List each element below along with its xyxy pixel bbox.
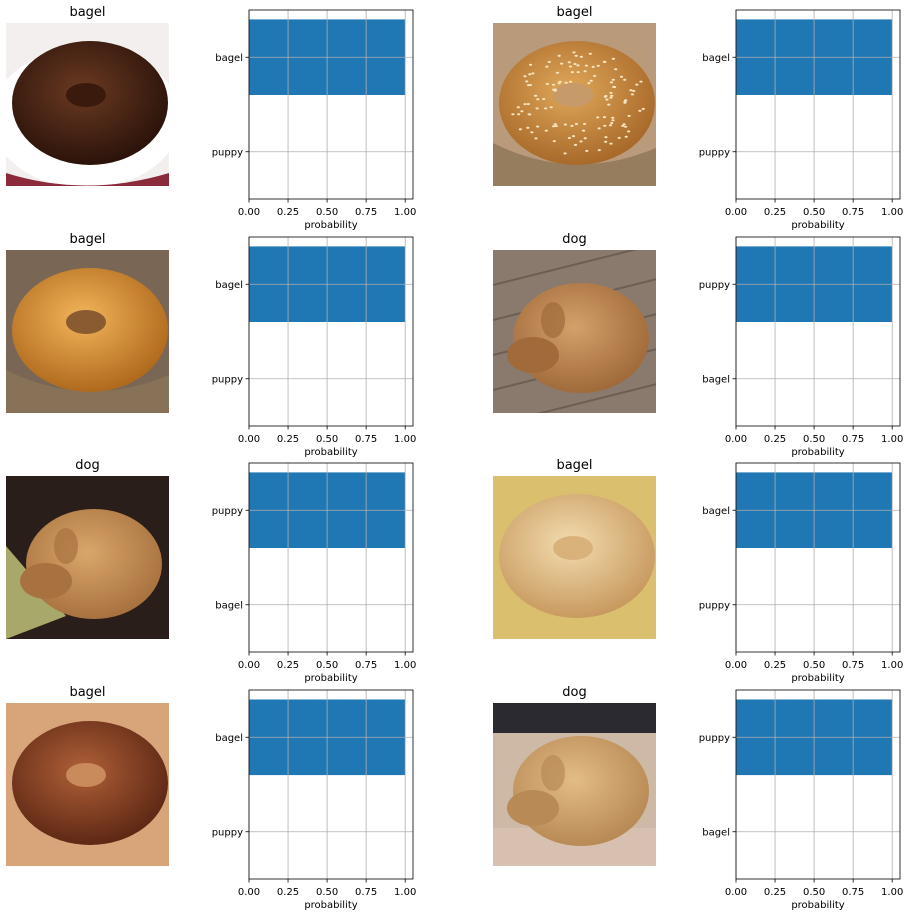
x-tick-label: 0.25 [277, 434, 299, 445]
x-axis-label: probability [304, 220, 357, 231]
y-tick-label: bagel [702, 827, 730, 838]
x-tick-label: 0.50 [316, 660, 338, 671]
x-tick-label: 0.25 [764, 887, 786, 898]
x-tick-label: 1.00 [394, 660, 416, 671]
x-tick-label: 0.50 [803, 660, 825, 671]
x-axis-label: probability [304, 900, 357, 911]
y-tick-label: bagel [215, 600, 243, 611]
y-tick-label: bagel [702, 53, 730, 64]
y-tick-label: bagel [215, 280, 243, 291]
x-tick-label: 0.75 [842, 887, 864, 898]
x-tick-label: 0.25 [277, 660, 299, 671]
x-tick-label: 0.00 [238, 434, 260, 445]
x-tick-label: 0.50 [316, 434, 338, 445]
x-tick-label: 0.00 [725, 660, 747, 671]
x-tick-label: 0.00 [238, 887, 260, 898]
x-tick-label: 1.00 [881, 207, 903, 218]
x-tick-label: 0.50 [803, 887, 825, 898]
x-axis-label: probability [791, 900, 844, 911]
x-tick-label: 0.00 [725, 207, 747, 218]
x-tick-label: 0.25 [277, 887, 299, 898]
x-axis-label: probability [791, 220, 844, 231]
x-axis-label: probability [304, 673, 357, 684]
x-tick-label: 0.75 [355, 660, 377, 671]
x-tick-label: 1.00 [394, 434, 416, 445]
y-tick-label: puppy [212, 374, 243, 385]
x-tick-label: 0.75 [355, 207, 377, 218]
x-tick-label: 0.25 [764, 434, 786, 445]
x-tick-label: 0.25 [277, 207, 299, 218]
y-tick-label: bagel [702, 506, 730, 517]
y-tick-label: puppy [212, 827, 243, 838]
y-tick-label: bagel [702, 374, 730, 385]
x-tick-label: 1.00 [881, 660, 903, 671]
y-tick-label: bagel [215, 53, 243, 64]
x-axis-label: probability [304, 447, 357, 458]
x-tick-label: 0.00 [725, 434, 747, 445]
y-tick-label: bagel [215, 733, 243, 744]
y-tick-label: puppy [699, 147, 730, 158]
x-tick-label: 0.50 [803, 434, 825, 445]
x-tick-label: 1.00 [881, 434, 903, 445]
x-tick-label: 0.50 [803, 207, 825, 218]
x-tick-label: 0.50 [316, 207, 338, 218]
x-tick-label: 0.25 [764, 207, 786, 218]
x-tick-label: 0.75 [842, 660, 864, 671]
x-tick-label: 0.00 [238, 207, 260, 218]
x-tick-label: 0.50 [316, 887, 338, 898]
y-tick-label: puppy [699, 600, 730, 611]
x-tick-label: 0.00 [725, 887, 747, 898]
x-tick-label: 0.25 [764, 660, 786, 671]
y-tick-label: puppy [699, 280, 730, 291]
x-axis-label: probability [791, 447, 844, 458]
x-tick-label: 1.00 [881, 887, 903, 898]
x-tick-label: 1.00 [394, 207, 416, 218]
y-tick-label: puppy [212, 147, 243, 158]
y-tick-label: puppy [699, 733, 730, 744]
x-tick-label: 0.00 [238, 660, 260, 671]
x-tick-label: 0.75 [842, 434, 864, 445]
x-tick-label: 0.75 [355, 887, 377, 898]
x-tick-label: 0.75 [842, 207, 864, 218]
y-tick-label: puppy [212, 506, 243, 517]
x-tick-label: 0.75 [355, 434, 377, 445]
x-tick-label: 1.00 [394, 887, 416, 898]
x-axis-label: probability [791, 673, 844, 684]
